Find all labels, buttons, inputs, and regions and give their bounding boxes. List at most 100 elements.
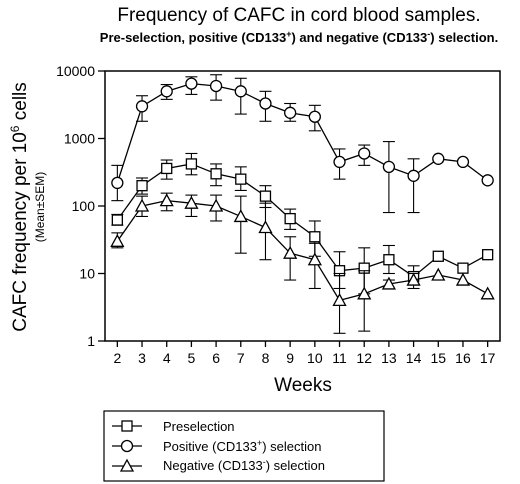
y-tick-label: 100 — [72, 198, 96, 214]
x-tick-label: 12 — [356, 350, 372, 366]
y-axis-title-sup: 6 — [8, 125, 22, 132]
x-tick-label: 5 — [188, 350, 196, 366]
x-tick-label: 16 — [455, 350, 471, 366]
legend-positive-part-1: Positive (CD133 — [163, 439, 257, 454]
data-point-square — [259, 190, 272, 202]
legend-negative-part-2: ) selection — [266, 458, 325, 473]
y-tick-label: 1000 — [64, 131, 95, 147]
data-point-triangle — [332, 293, 347, 307]
data-point-square — [383, 254, 395, 266]
series-line-circle — [116, 82, 489, 184]
data-point-triangle — [208, 198, 224, 212]
data-point-square — [432, 250, 444, 262]
x-tick-label: 4 — [163, 350, 171, 366]
data-point-square — [457, 262, 469, 274]
y-tick-label: 1 — [87, 333, 95, 349]
x-tick-label: 15 — [430, 350, 446, 366]
x-axis-title: Weeks — [274, 375, 332, 396]
data-point-circle — [358, 147, 371, 160]
data-point-circle — [234, 85, 247, 98]
y-axis-title: CAFC frequency per 106 cells — [8, 82, 31, 332]
data-point-circle — [481, 174, 494, 187]
data-point-square — [309, 231, 321, 243]
legend: Preselection Positive (CD133+) selection… — [103, 410, 385, 482]
data-point-circle — [407, 169, 420, 182]
data-point-square — [284, 212, 296, 225]
x-tick-label: 17 — [480, 350, 496, 366]
data-point-circle — [185, 77, 198, 90]
x-tick-label: 7 — [237, 350, 245, 366]
data-point-triangle — [480, 286, 495, 300]
data-point-circle — [308, 110, 321, 123]
y-axis-subtitle: (Mean±SEM) — [33, 172, 47, 243]
legend-entry-positive: Positive (CD133+) selection — [112, 438, 321, 454]
series-layer — [110, 74, 495, 334]
x-tick-label: 6 — [212, 350, 220, 366]
data-point-circle — [456, 155, 470, 169]
data-point-circle — [160, 85, 173, 98]
y-axis-title-tail: cells — [10, 82, 31, 125]
legend-negative-part-1: Negative (CD133 — [163, 458, 263, 473]
chart-title: Frequency of CAFC in cord blood samples. — [117, 5, 480, 26]
legend-label-negative: Negative (CD133-) selection — [163, 457, 325, 473]
x-tick-label: 10 — [307, 350, 323, 366]
chart-subtitle: Pre-selection, positive (CD133+) and neg… — [100, 29, 498, 45]
data-point-square — [185, 158, 198, 170]
legend-box — [103, 410, 385, 482]
subtitle-part-2: ) and negative (CD133 — [291, 30, 427, 45]
data-point-square — [235, 173, 247, 185]
data-point-circle — [209, 79, 223, 93]
data-point-circle — [111, 176, 124, 190]
data-point-triangle — [134, 198, 150, 212]
data-point-triangle — [184, 195, 199, 209]
subtitle-sup-minus: - — [427, 29, 430, 39]
data-point-square — [210, 168, 222, 180]
data-point-triangle — [431, 267, 446, 281]
data-point-triangle — [455, 272, 471, 286]
data-point-triangle — [381, 276, 397, 290]
y-axis-title-main: CAFC frequency per 10 — [10, 132, 31, 332]
data-point-triangle — [307, 252, 322, 266]
legend-triangle-marker — [119, 458, 135, 472]
data-point-square — [161, 162, 173, 175]
data-point-triangle — [159, 193, 174, 207]
subtitle-part-1: Pre-selection, positive (CD133 — [100, 30, 286, 45]
data-point-square — [482, 249, 494, 261]
data-point-circle — [432, 152, 445, 165]
data-point-circle — [259, 97, 272, 110]
legend-negative-sup: - — [263, 457, 266, 467]
legend-circle-marker — [120, 439, 134, 453]
data-point-circle — [135, 100, 149, 113]
data-point-triangle — [258, 220, 273, 234]
y-tick-label: 10 — [79, 266, 95, 282]
x-tick-label: 9 — [286, 350, 294, 366]
data-point-triangle — [283, 245, 298, 259]
series-line-triangle — [116, 199, 488, 302]
x-tick-label: 2 — [113, 350, 121, 366]
x-tick-label: 3 — [138, 350, 146, 366]
data-point-circle — [333, 155, 346, 169]
data-point-circle — [382, 160, 396, 174]
legend-label-positive: Positive (CD133+) selection — [163, 438, 321, 454]
legend-square-marker — [121, 420, 133, 432]
data-point-triangle — [110, 233, 125, 247]
series-triangle — [110, 192, 495, 334]
data-point-square — [111, 214, 123, 226]
subtitle-part-3: ) selection. — [430, 30, 498, 45]
series-circle — [111, 74, 494, 214]
legend-entry-negative: Negative (CD133-) selection — [112, 457, 325, 473]
series-square — [111, 152, 494, 295]
y-axis: 1 10 100 1000 10000 — [56, 63, 105, 349]
legend-positive-part-2: ) selection — [262, 439, 321, 454]
x-tick-label: 8 — [262, 350, 270, 366]
y-tick-label: 10000 — [56, 63, 95, 79]
data-point-triangle — [233, 209, 248, 223]
data-point-triangle — [357, 286, 372, 300]
data-point-triangle — [406, 272, 421, 286]
series-line-square — [116, 163, 488, 278]
x-tick-label: 13 — [381, 350, 397, 366]
x-tick-label: 14 — [406, 350, 422, 366]
x-tick-label: 11 — [332, 350, 347, 366]
data-point-circle — [284, 106, 297, 119]
